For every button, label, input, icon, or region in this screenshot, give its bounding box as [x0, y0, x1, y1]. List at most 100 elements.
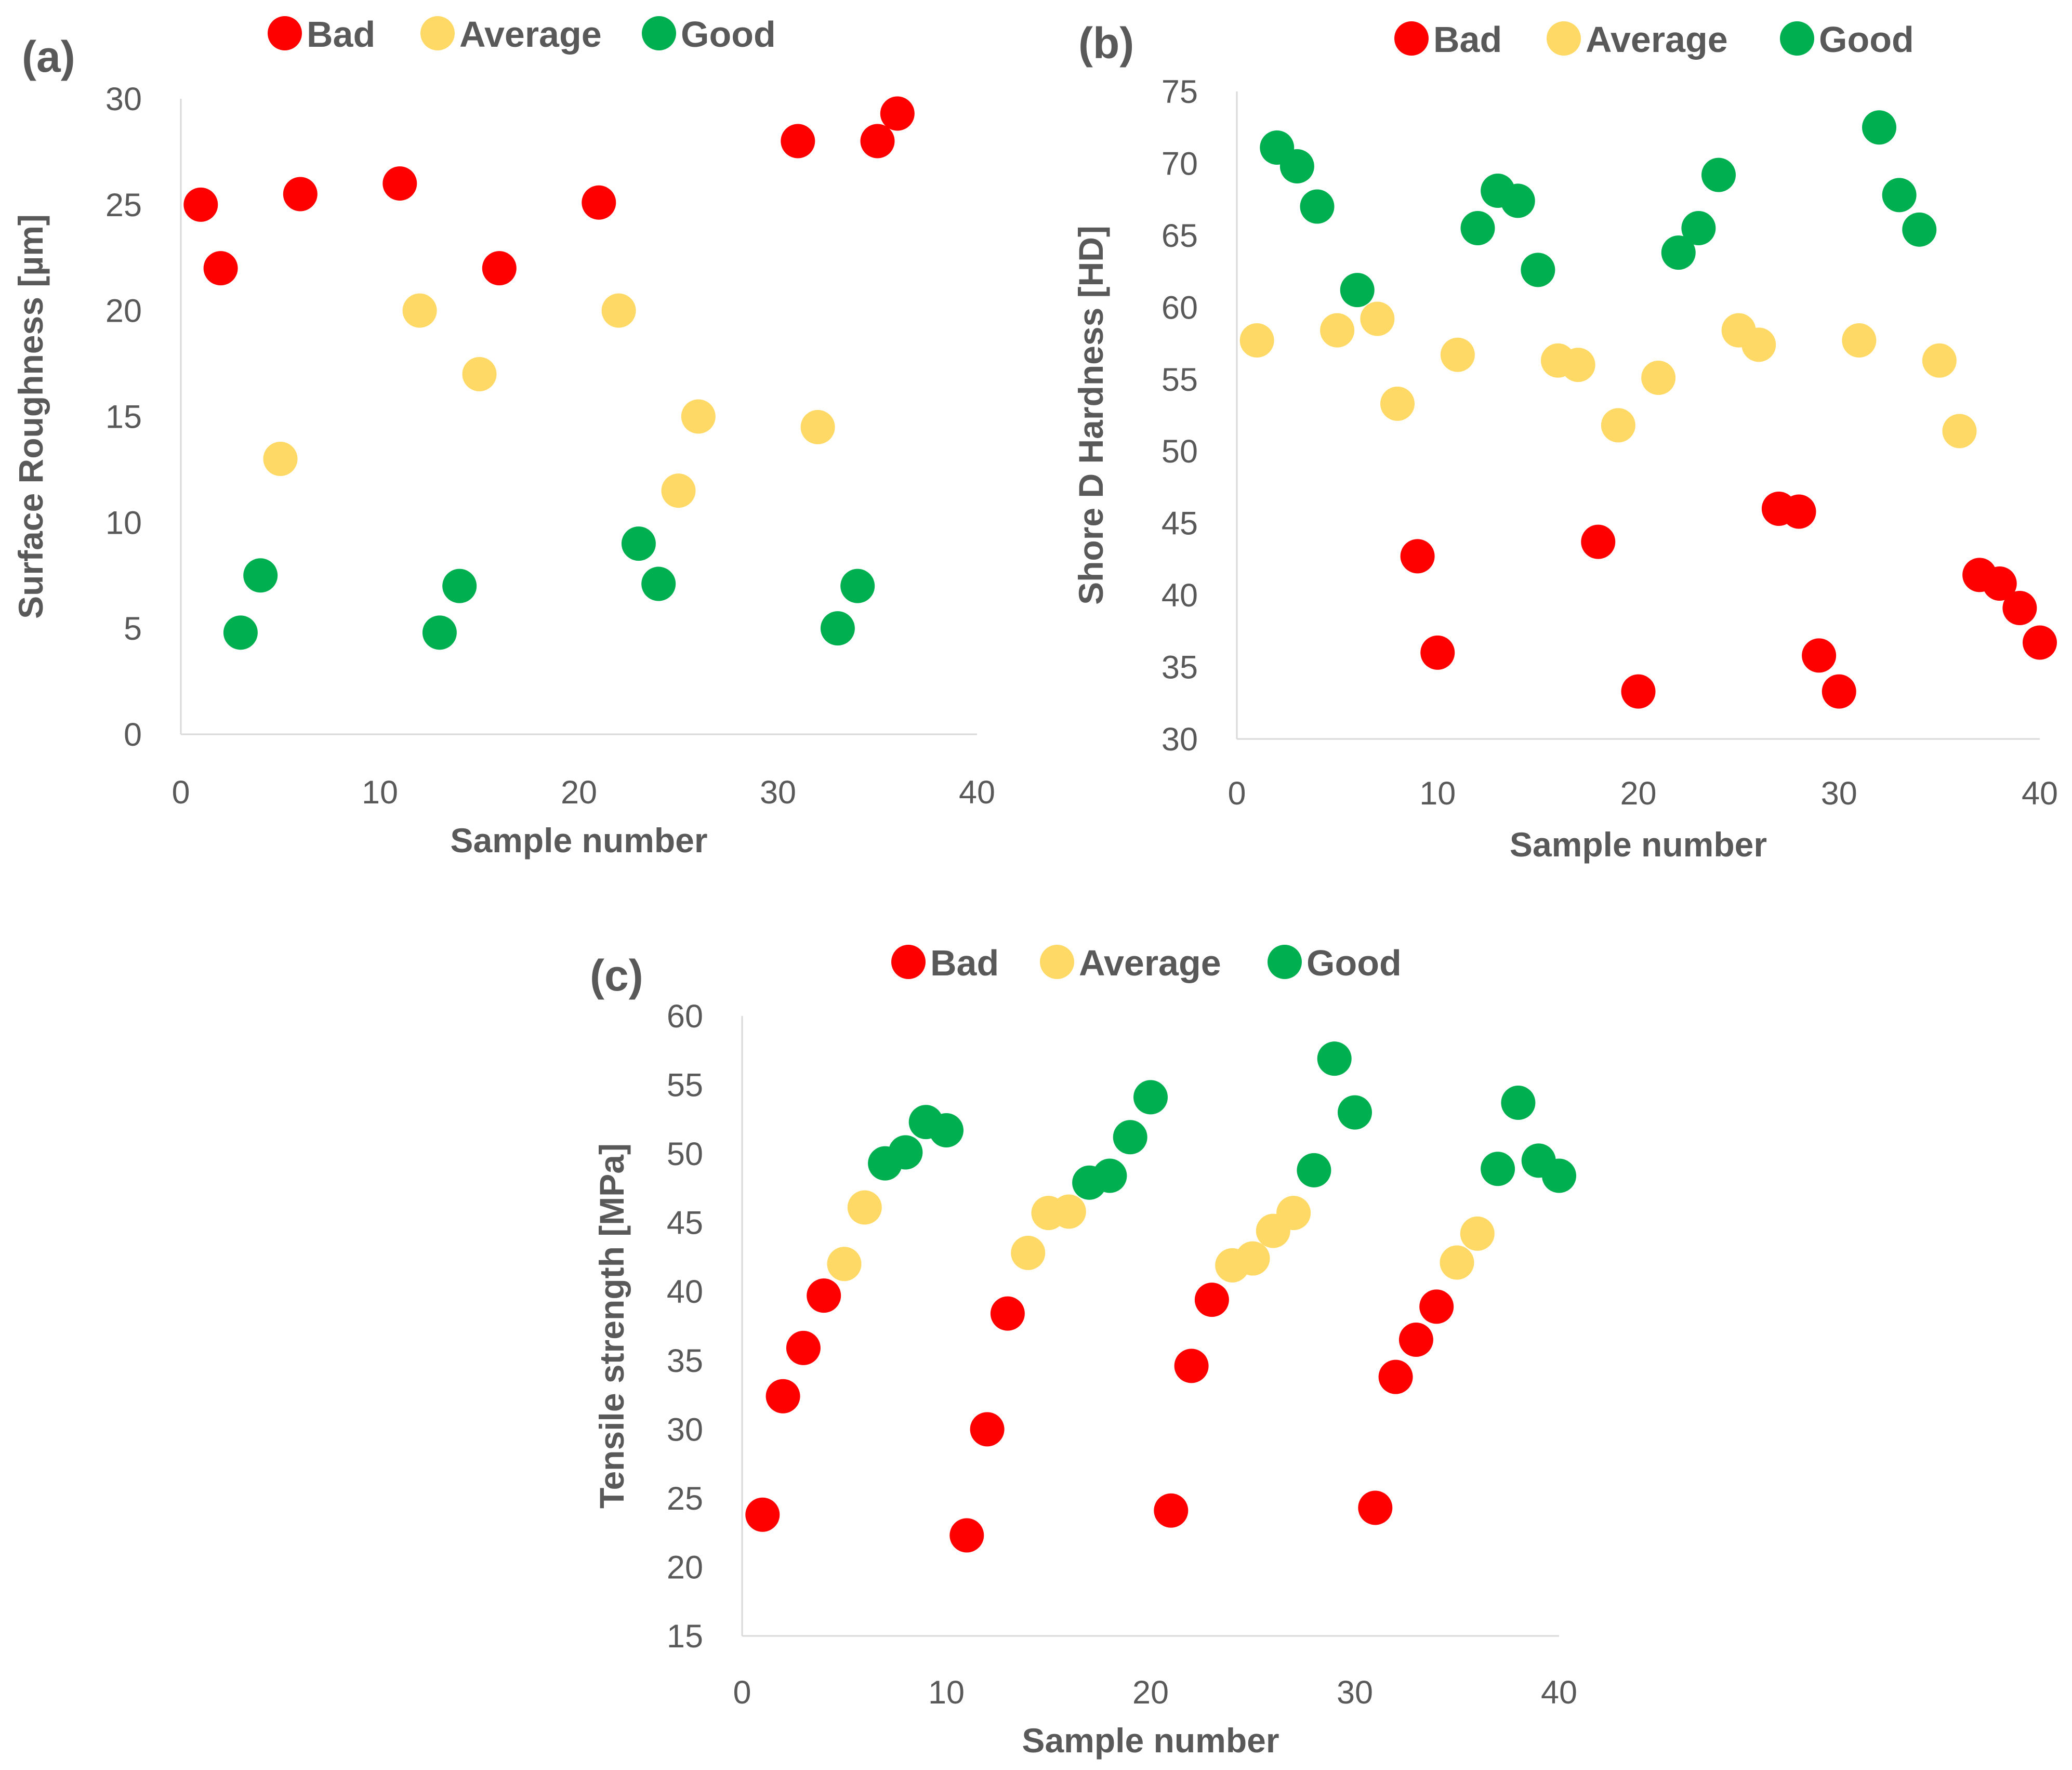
legend-marker-good — [642, 16, 676, 50]
x-tick-label: 30 — [760, 774, 796, 811]
x-axis-title: Sample number — [1510, 825, 1767, 864]
legend-label-good: Good — [1306, 943, 1402, 983]
data-point-good — [1501, 1086, 1536, 1120]
legend-label-bad: Bad — [1433, 19, 1502, 60]
data-point-bad — [2002, 591, 2037, 626]
data-point-bad — [990, 1296, 1025, 1331]
y-tick-label: 10 — [105, 505, 142, 541]
panel-label: (b) — [1078, 19, 1134, 68]
legend-label-good: Good — [1819, 19, 1914, 60]
data-point-good — [1133, 1080, 1168, 1115]
chart-panel-c: 15 20 25 30 35 40 45 50 55 60 0 10 20 30 40 Sample numb… — [590, 943, 1577, 1760]
data-point-average — [1842, 323, 1877, 358]
data-point-average — [1440, 1245, 1474, 1280]
data-point-good — [422, 615, 457, 650]
x-axis-title: Sample number — [1022, 1721, 1279, 1760]
x-tick-label: 0 — [733, 1674, 751, 1711]
data-point-average — [1561, 348, 1595, 382]
data-point-bad — [1419, 1289, 1454, 1324]
y-tick-label: 55 — [667, 1067, 703, 1104]
y-tick-label: 75 — [1162, 74, 1198, 110]
series-average — [827, 1190, 1495, 1283]
y-tick-label: 5 — [124, 611, 142, 647]
data-point-good — [1481, 1152, 1515, 1186]
data-point-bad — [949, 1518, 984, 1553]
x-tick-label: 10 — [362, 774, 398, 811]
data-point-good — [1862, 110, 1896, 145]
y-tick-label: 25 — [105, 187, 142, 223]
y-tick-label: 40 — [1162, 577, 1198, 614]
data-point-good — [1113, 1120, 1147, 1155]
y-tick-label: 70 — [1162, 146, 1198, 182]
data-point-good — [243, 558, 278, 593]
panel-label: (c) — [590, 951, 643, 1000]
y-tick-label: 50 — [1162, 433, 1198, 470]
data-point-bad — [582, 185, 616, 220]
data-point-average — [1011, 1235, 1046, 1270]
series-good — [868, 1041, 1576, 1200]
y-tick-label: 30 — [105, 81, 142, 117]
y-tick-label: 15 — [667, 1618, 703, 1655]
data-point-bad — [283, 177, 318, 212]
data-point-good — [1902, 212, 1937, 247]
data-point-good — [840, 569, 875, 603]
y-tick-label: 45 — [1162, 506, 1198, 542]
x-tick-label: 10 — [1419, 775, 1456, 812]
legend: Bad Average Good — [1394, 19, 1914, 60]
data-point-average — [402, 293, 437, 328]
x-tick-label: 30 — [1337, 1674, 1373, 1711]
data-point-average — [1460, 1216, 1495, 1251]
data-point-good — [1661, 235, 1696, 270]
y-tick-label: 60 — [667, 998, 703, 1035]
y-tick-label: 0 — [124, 717, 142, 753]
data-point-bad — [1378, 1359, 1413, 1394]
data-point-good — [888, 1135, 923, 1170]
data-point-good — [442, 569, 477, 603]
x-tick-label: 40 — [1541, 1674, 1577, 1711]
data-point-average — [263, 442, 298, 477]
series-average — [1239, 301, 1977, 448]
data-point-good — [1521, 253, 1555, 287]
legend-label-good: Good — [681, 14, 776, 55]
legend-label-average: Average — [1586, 19, 1728, 60]
y-tick-label: 60 — [1162, 289, 1198, 326]
y-tick-label: 25 — [667, 1481, 703, 1517]
y-axis-title: Surface Roughness [µm] — [11, 214, 50, 619]
data-point-average — [1641, 361, 1676, 395]
series-good — [223, 526, 875, 650]
data-point-bad — [1420, 635, 1455, 670]
x-tick-label: 10 — [928, 1674, 965, 1711]
data-point-good — [1092, 1158, 1127, 1193]
series-bad — [183, 96, 915, 286]
y-tick-label: 30 — [667, 1411, 703, 1448]
x-tick-label: 20 — [561, 774, 597, 811]
chart-panel-b: 30 35 40 45 50 55 60 65 70 75 0 10 20 30 40 Sample numb… — [1072, 19, 2058, 864]
data-point-average — [462, 356, 497, 391]
data-point-good — [1460, 211, 1495, 246]
data-point-bad — [183, 187, 218, 222]
data-point-good — [1300, 189, 1335, 224]
data-point-average — [1601, 408, 1635, 443]
legend-marker-bad — [1394, 21, 1429, 56]
data-point-bad — [1802, 638, 1837, 673]
data-point-average — [1380, 386, 1415, 421]
x-tick-label: 30 — [1821, 775, 1857, 812]
data-point-bad — [1154, 1493, 1189, 1528]
y-tick-label: 65 — [1162, 218, 1198, 254]
chart-panel-a: 0 5 10 15 20 25 30 0 10 20 30 40 Sample number Surfac… — [11, 14, 995, 860]
legend-marker-average — [420, 16, 455, 50]
y-axis-title: Tensile strength [MPa] — [592, 1143, 631, 1509]
panel-label: (a) — [22, 32, 75, 81]
data-point-average — [661, 473, 696, 508]
x-tick-label: 0 — [171, 774, 190, 811]
data-point-bad — [1781, 494, 1816, 529]
data-point-bad — [745, 1497, 780, 1532]
legend: Bad Average Good — [891, 943, 1402, 983]
data-point-average — [1360, 301, 1395, 336]
data-point-bad — [1174, 1349, 1209, 1383]
y-tick-label: 50 — [667, 1136, 703, 1172]
legend-marker-average — [1547, 21, 1581, 56]
data-point-average — [681, 399, 716, 434]
data-point-bad — [2023, 625, 2057, 660]
data-point-good — [1317, 1041, 1352, 1076]
